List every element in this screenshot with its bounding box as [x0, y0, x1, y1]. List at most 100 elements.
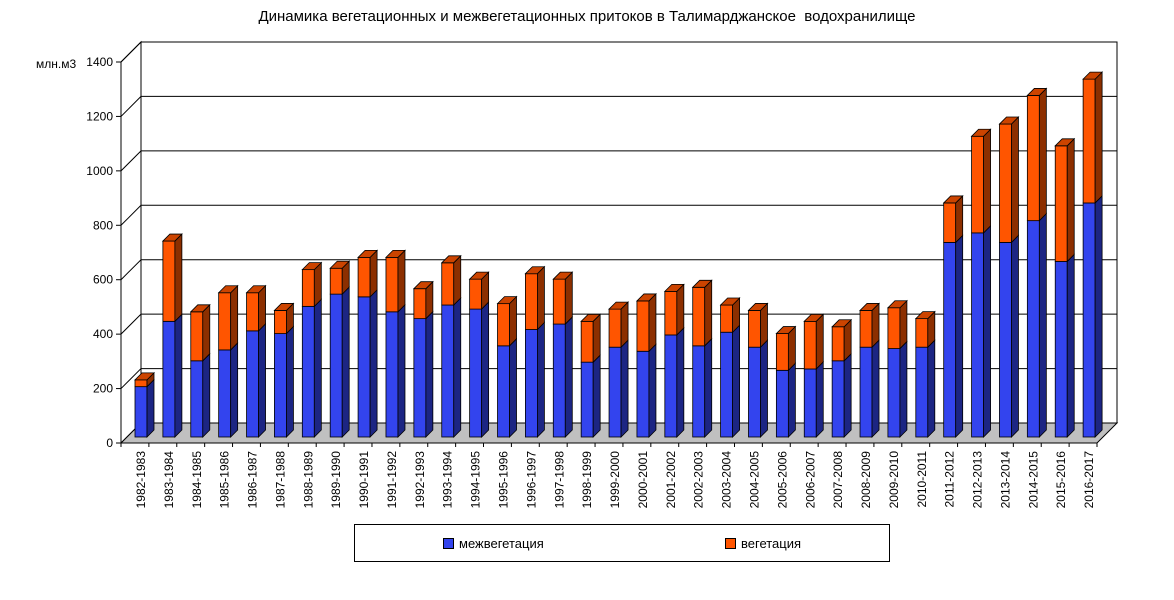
bar-1-19 — [664, 291, 678, 336]
bar-0-22 — [748, 346, 761, 438]
bar-side-0-4 — [258, 322, 266, 438]
y-axis-unit-label: млн.м3 — [36, 57, 77, 71]
x-tick-label: 2005-2006 — [775, 451, 789, 509]
gridline — [120, 204, 1117, 226]
x-tick-label: 1989-1990 — [329, 451, 343, 509]
bar-top-1-25 — [831, 319, 853, 328]
bar-0-0 — [134, 386, 148, 438]
bar-1-33 — [1054, 145, 1068, 262]
bar-1-8 — [357, 256, 371, 298]
bar-0-11 — [441, 304, 455, 438]
bar-0-20 — [692, 345, 706, 438]
bar-1-30 — [971, 135, 984, 234]
bar-1-32 — [1026, 95, 1040, 222]
gridline — [120, 259, 1117, 281]
bar-1-0 — [134, 379, 148, 388]
y-tick-label: 600 — [93, 273, 113, 287]
bar-0-29 — [943, 242, 957, 438]
bar-side-1-13 — [509, 295, 517, 347]
bar-side-0-33 — [1066, 253, 1075, 438]
bar-side-0-11 — [453, 297, 462, 438]
bar-0-31 — [999, 242, 1012, 438]
x-tick-label: 1992-1993 — [413, 451, 427, 509]
bar-1-12 — [469, 278, 483, 310]
bar-1-3 — [218, 292, 232, 351]
bar-1-14 — [525, 273, 538, 330]
gridline — [120, 41, 1117, 63]
bar-0-25 — [831, 360, 845, 438]
x-tick-label: 1999-2000 — [608, 451, 622, 509]
bar-side-0-2 — [202, 352, 211, 438]
x-tick-label: 1993-1994 — [441, 451, 455, 509]
bar-1-27 — [887, 307, 901, 349]
bar-0-1 — [162, 320, 176, 438]
y-tick-label: 1400 — [86, 55, 113, 69]
bar-1-22 — [748, 310, 761, 348]
bar-side-1-26 — [871, 302, 880, 349]
gridline — [120, 95, 1117, 117]
bar-0-8 — [357, 296, 371, 438]
bar-0-9 — [385, 311, 399, 438]
bar-0-27 — [887, 348, 901, 438]
legend-swatch-1 — [725, 538, 736, 549]
bar-top-1-29 — [942, 195, 964, 204]
bar-side-1-32 — [1038, 87, 1047, 222]
bar-side-1-27 — [899, 299, 908, 350]
bar-top-1-32 — [1026, 88, 1048, 96]
y-tick-label: 800 — [93, 218, 113, 232]
bar-0-10 — [413, 318, 427, 438]
bar-0-32 — [1026, 220, 1040, 438]
bar-side-1-6 — [313, 261, 322, 308]
bar-top-1-22 — [747, 303, 769, 311]
bar-side-0-22 — [760, 339, 768, 438]
bar-top-1-27 — [886, 300, 908, 309]
bar-1-9 — [385, 256, 399, 313]
legend-label-0: межвегетация — [459, 536, 544, 551]
bar-1-4 — [246, 292, 259, 332]
bar-1-16 — [580, 320, 594, 363]
bar-1-25 — [831, 326, 845, 362]
x-tick-label: 2000-2001 — [636, 451, 650, 509]
bar-1-2 — [190, 311, 204, 362]
bar-0-21 — [720, 331, 733, 438]
x-tick-label: 2006-2007 — [803, 451, 817, 509]
x-tick-label: 1982-1983 — [134, 451, 148, 509]
bar-top-1-26 — [859, 303, 880, 311]
bar-top-1-13 — [496, 296, 518, 305]
bar-1-20 — [692, 286, 706, 347]
bar-0-18 — [636, 350, 650, 438]
bar-side-1-30 — [983, 128, 991, 234]
bar-0-6 — [301, 305, 315, 438]
bar-side-0-23 — [787, 362, 796, 438]
bar-side-0-34 — [1094, 194, 1103, 438]
bar-side-1-33 — [1066, 137, 1075, 263]
bar-side-1-24 — [815, 313, 824, 370]
bar-top-1-30 — [970, 128, 992, 137]
bar-top-1-11 — [440, 255, 462, 264]
bar-side-0-10 — [425, 310, 434, 438]
x-tick-label: 2003-2004 — [720, 451, 734, 509]
x-tick-label: 1998-1999 — [580, 451, 594, 509]
bar-0-30 — [971, 232, 984, 438]
bar-0-13 — [497, 345, 510, 438]
x-tick-label: 2014-2015 — [1026, 451, 1040, 509]
x-tick-label: 1996-1997 — [524, 451, 538, 509]
legend-swatch-0 — [443, 538, 454, 549]
bar-side-1-2 — [202, 303, 211, 362]
gridline — [120, 313, 1117, 335]
bar-top-1-31 — [998, 116, 1020, 125]
bar-1-13 — [497, 303, 510, 347]
bar-top-1-10 — [412, 281, 434, 290]
bar-0-15 — [552, 323, 566, 438]
bar-side-0-18 — [648, 343, 657, 438]
bar-0-23 — [775, 369, 789, 438]
bar-top-1-0 — [134, 372, 155, 381]
bar-top-1-34 — [1082, 71, 1104, 80]
x-tick-label: 1991-1992 — [385, 451, 399, 509]
bar-side-0-6 — [313, 298, 322, 438]
bar-top-1-8 — [357, 249, 379, 258]
bar-side-0-31 — [1011, 234, 1019, 438]
x-tick-label: 2007-2008 — [831, 451, 845, 509]
bar-side-0-12 — [481, 301, 490, 438]
